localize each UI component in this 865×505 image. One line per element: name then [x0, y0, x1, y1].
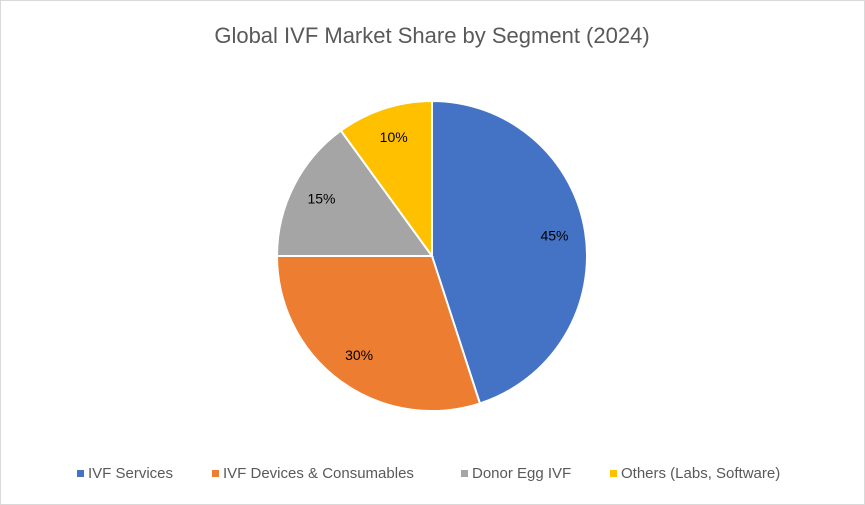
legend-marker [212, 470, 219, 477]
legend-label: IVF Services [88, 465, 173, 482]
pie-slice [275, 255, 482, 412]
data-label: 10% [380, 129, 408, 145]
legend-marker [461, 470, 468, 477]
pie-slice [339, 99, 433, 260]
legend-marker [77, 470, 84, 477]
data-label: 15% [307, 190, 335, 206]
pie-slice [275, 129, 434, 257]
chart-title: Global IVF Market Share by Segment (2024… [214, 23, 649, 48]
data-label: 30% [345, 347, 373, 363]
legend-label: Donor Egg IVF [472, 465, 571, 482]
legend-label: Others (Labs, Software) [621, 465, 780, 482]
data-label: 45% [540, 227, 568, 243]
legend-label: IVF Devices & Consumables [223, 465, 414, 482]
legend-marker [610, 470, 617, 477]
pie-slice [431, 99, 588, 405]
